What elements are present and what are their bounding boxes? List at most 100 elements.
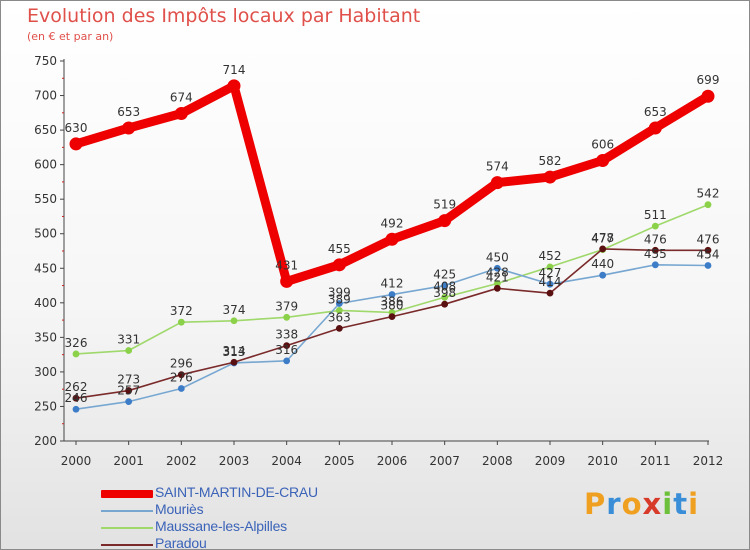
y-tick-label: 350 <box>34 330 57 344</box>
series-3-point <box>230 358 238 366</box>
series-2-data-label: 386 <box>381 294 404 308</box>
series-1-data-label: 454 <box>697 248 720 262</box>
series-1-point <box>651 261 659 269</box>
series-3-point <box>283 342 291 350</box>
series-3-point <box>441 300 449 308</box>
series-0-data-label: 519 <box>433 198 456 212</box>
legend-swatch <box>101 544 153 546</box>
series-1-point <box>283 357 291 365</box>
x-tick-label: 2006 <box>377 454 408 468</box>
series-2-point <box>651 222 659 230</box>
series-0-point <box>69 137 83 151</box>
series-1-point <box>72 405 80 413</box>
series-1-point <box>388 291 396 298</box>
series-0-data-label: 714 <box>223 63 246 77</box>
series-3-point <box>388 313 396 321</box>
legend-swatch <box>101 490 153 498</box>
y-tick-label: 400 <box>34 296 57 310</box>
y-tick-label: 600 <box>34 158 57 172</box>
series-0-data-label: 674 <box>170 91 193 105</box>
series-0-point <box>332 258 346 272</box>
series-2-point <box>72 350 80 358</box>
series-1-point <box>599 271 607 279</box>
series-0-data-label: 606 <box>591 137 614 151</box>
series-3-point <box>177 371 185 379</box>
series-3-data-label: 380 <box>381 299 404 313</box>
series-2-data-label: 379 <box>275 299 298 313</box>
series-0-point <box>701 89 715 103</box>
series-2-data-label: 374 <box>223 303 246 317</box>
y-tick-label: 650 <box>34 123 57 137</box>
series-1-point <box>493 264 501 272</box>
series-0-data-label: 431 <box>275 258 298 272</box>
series-2-point <box>704 201 712 209</box>
series-2-data-label: 477 <box>591 232 614 246</box>
y-tick-label: 250 <box>34 399 57 413</box>
series-2-data-label: 326 <box>65 336 88 350</box>
series-3-point <box>335 324 343 332</box>
series-0-point <box>543 170 557 184</box>
series-2-data-label: 542 <box>697 187 720 201</box>
series-3-point <box>704 246 712 254</box>
series-0-point <box>227 79 241 93</box>
series-1-point <box>335 300 343 307</box>
series-3-data-label: 421 <box>486 270 509 284</box>
y-tick-label: 500 <box>34 227 57 241</box>
series-0-data-label: 630 <box>65 121 88 135</box>
series-1-point <box>441 282 449 289</box>
chart-title: Evolution des Impôts locaux par Habitant <box>27 5 421 27</box>
series-1-data-label: 276 <box>170 370 193 384</box>
series-0-data-label: 455 <box>328 242 351 256</box>
series-3-point <box>599 245 607 253</box>
series-1-data-label: 450 <box>486 250 509 264</box>
series-0-data-label: 574 <box>486 160 509 174</box>
series-1-point <box>125 398 133 406</box>
series-3-point <box>125 387 133 394</box>
series-3-data-label: 296 <box>170 357 193 371</box>
y-tick-label: 200 <box>34 434 57 448</box>
y-tick-label: 450 <box>34 261 57 275</box>
series-1-data-label: 455 <box>644 247 667 261</box>
series-1-data-label: 316 <box>275 343 298 357</box>
x-tick-label: 2000 <box>61 454 92 468</box>
series-2-point <box>230 317 238 325</box>
series-2-point <box>125 347 133 354</box>
series-3-point <box>651 246 659 254</box>
series-2-data-label: 408 <box>433 279 456 293</box>
series-3-data-label: 262 <box>65 380 88 394</box>
x-tick-label: 2009 <box>535 454 566 468</box>
x-tick-label: 2001 <box>113 454 144 468</box>
series-0-data-label: 653 <box>117 105 140 119</box>
series-1-data-label: 246 <box>65 391 88 405</box>
x-tick-label: 2010 <box>587 454 618 468</box>
series-2-point <box>283 313 291 321</box>
series-2-data-label: 389 <box>328 292 351 306</box>
series-line-0 <box>71 81 713 286</box>
series-0-point <box>174 107 188 121</box>
series-1-data-label: 399 <box>328 286 351 300</box>
x-tick-label: 2012 <box>693 454 724 468</box>
series-0-point <box>280 274 294 288</box>
series-0-data-label: 492 <box>381 216 404 230</box>
x-tick-label: 2008 <box>482 454 513 468</box>
series-3-data-label: 476 <box>697 232 720 246</box>
series-1-data-label: 427 <box>539 266 562 280</box>
series-0-point <box>490 176 504 190</box>
series-0-point <box>438 214 452 228</box>
series-0-point <box>596 153 610 167</box>
series-1-data-label: 440 <box>591 257 614 271</box>
series-3-point <box>72 394 80 402</box>
series-0-point <box>648 121 662 135</box>
series-0-data-label: 582 <box>539 154 562 168</box>
series-2-data-label: 428 <box>486 265 509 279</box>
x-tick-label: 2005 <box>324 454 355 468</box>
x-tick-label: 2002 <box>166 454 197 468</box>
series-3-data-label: 273 <box>117 373 140 387</box>
series-2-data-label: 511 <box>644 208 667 222</box>
series-3-data-label: 314 <box>223 344 246 358</box>
y-tick-label: 550 <box>34 192 57 206</box>
legend-swatch <box>101 510 153 512</box>
series-0-point <box>122 121 136 135</box>
